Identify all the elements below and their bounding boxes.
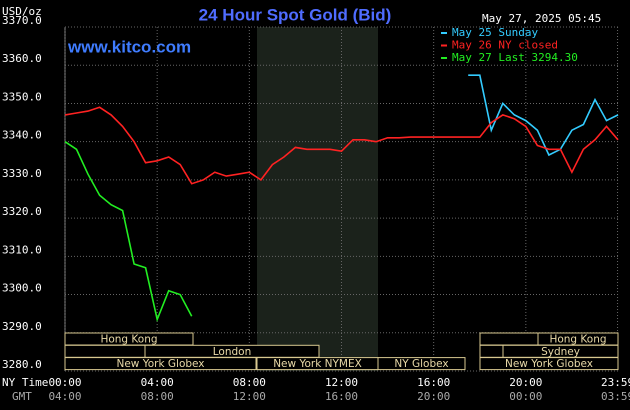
session-box — [64, 344, 146, 358]
y-tick-label: 3310.0 — [2, 243, 42, 256]
x-row-label: GMT — [12, 390, 32, 403]
timestamp: May 27, 2025 05:45 — [482, 12, 601, 25]
series-line — [64, 141, 193, 323]
session-label: London — [213, 346, 252, 358]
session-label: New York Globex — [116, 358, 204, 370]
gmt-tick-label: 00:00 — [509, 390, 542, 403]
y-tick-label: 3330.0 — [2, 167, 42, 180]
y-tick-label: 3340.0 — [2, 129, 42, 142]
x-row-label: NY Time — [2, 376, 48, 389]
series-line — [468, 74, 619, 157]
session-label: NY Globex — [394, 358, 448, 370]
y-tick-label: 3300.0 — [2, 282, 42, 295]
gmt-tick-label: 03:59 — [601, 390, 630, 403]
x-tick-label: 00:00 — [48, 376, 81, 389]
gmt-tick-label: 04:00 — [48, 390, 81, 403]
session-box — [64, 357, 257, 371]
gmt-tick-label: 20:00 — [417, 390, 450, 403]
session-box — [479, 344, 504, 358]
x-tick-label: 04:00 — [141, 376, 174, 389]
session-label: Hong Kong — [100, 334, 157, 346]
y-tick-label: 3350.0 — [2, 90, 42, 103]
x-tick-label: 12:00 — [325, 376, 358, 389]
gmt-tick-label: 16:00 — [325, 390, 358, 403]
watermark: www.kitco.com — [67, 37, 191, 56]
series-line — [64, 106, 619, 185]
shaded-hours — [257, 27, 378, 371]
legend-label: May 25 Sunday — [452, 26, 538, 39]
session-box — [377, 357, 466, 371]
legend-label: May 26 NY closed — [452, 39, 558, 52]
gmt-tick-label: 12:00 — [233, 390, 266, 403]
legend-label: May 27 Last 3294.30 — [452, 51, 578, 64]
x-tick-label: 20:00 — [509, 376, 542, 389]
y-tick-label: 3360.0 — [2, 52, 42, 65]
chart-title: 24 Hour Spot Gold (Bid) — [199, 5, 392, 24]
session-label: New York NYMEX — [273, 358, 362, 370]
session-label: Hong Kong — [549, 334, 606, 346]
y-tick-label: 3320.0 — [2, 205, 42, 218]
y-tick-label: 3280.0 — [2, 358, 42, 371]
session-box — [479, 357, 619, 371]
y-tick-label: 3370.0 — [2, 14, 42, 27]
y-axis-label: USD/oz — [2, 5, 42, 18]
y-tick-label: 3290.0 — [2, 320, 42, 333]
x-tick-label: 16:00 — [417, 376, 450, 389]
x-tick-label: 23:59 — [601, 376, 630, 389]
x-tick-label: 08:00 — [233, 376, 266, 389]
session-box — [479, 332, 539, 346]
session-label: New York Globex — [505, 358, 593, 370]
gmt-tick-label: 08:00 — [141, 390, 174, 403]
session-label: Sydney — [541, 346, 580, 358]
